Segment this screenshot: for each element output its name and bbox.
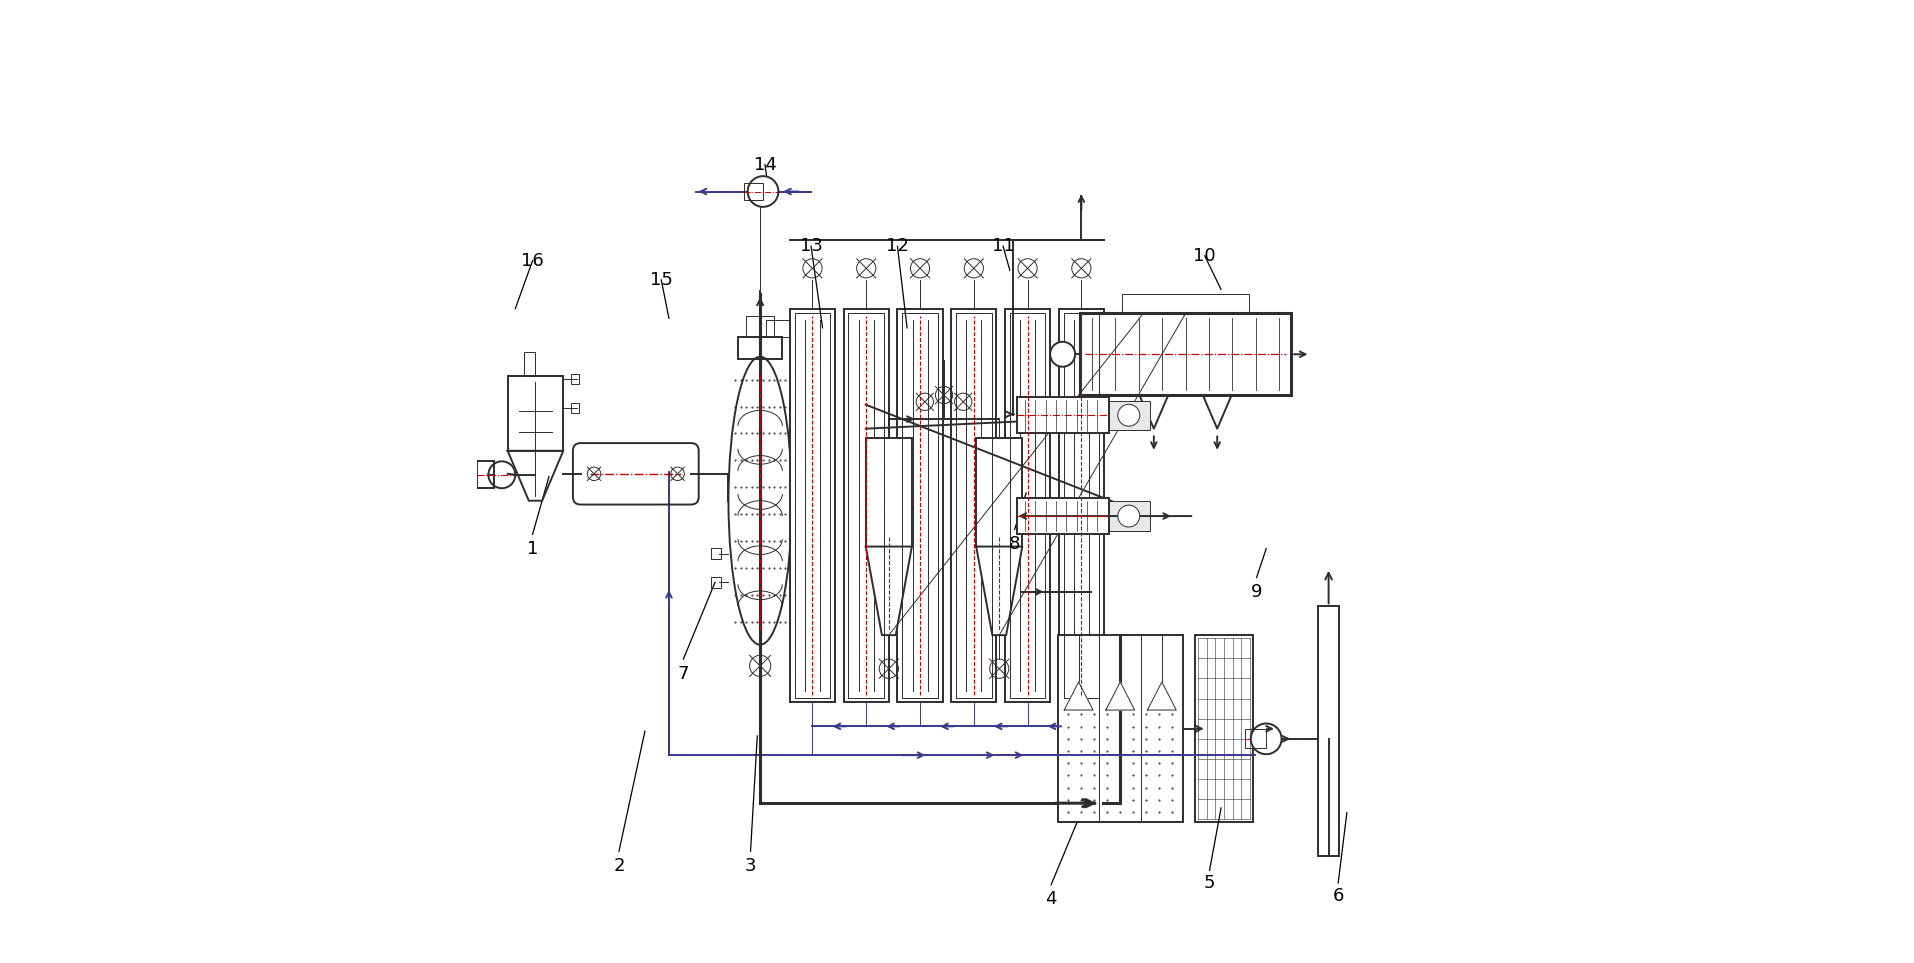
Text: 13: 13 (800, 237, 823, 255)
Circle shape (1051, 342, 1076, 367)
Text: 11: 11 (991, 237, 1014, 255)
Bar (1108, 401, 1150, 429)
Bar (1108, 502, 1150, 531)
Circle shape (748, 176, 779, 207)
Bar (745, 183, 764, 200)
Bar (712, 548, 722, 560)
Bar (1005, 309, 1051, 702)
Text: 8: 8 (1009, 534, 1020, 553)
Text: 5: 5 (1204, 873, 1215, 892)
Bar (955, 314, 991, 697)
Bar (1058, 636, 1183, 822)
Bar (570, 403, 578, 413)
Bar (844, 309, 888, 702)
Text: 7: 7 (678, 664, 689, 683)
Bar (570, 375, 578, 384)
Bar (976, 438, 1022, 547)
Bar (865, 438, 911, 547)
Text: 14: 14 (754, 156, 777, 173)
Bar (901, 314, 938, 697)
Bar (951, 309, 997, 702)
Bar (1064, 314, 1099, 697)
Circle shape (1252, 723, 1282, 754)
Text: 15: 15 (651, 271, 672, 289)
Text: 2: 2 (612, 857, 624, 874)
Text: 6: 6 (1332, 887, 1344, 905)
Bar (1246, 729, 1267, 748)
Bar (1018, 498, 1108, 534)
Circle shape (1118, 404, 1139, 427)
Text: 12: 12 (886, 237, 909, 255)
Polygon shape (1106, 682, 1135, 710)
Bar (794, 314, 831, 697)
Bar (507, 376, 563, 451)
Bar (746, 316, 773, 337)
Bar (1058, 309, 1104, 702)
Bar (790, 309, 835, 702)
Text: 16: 16 (521, 251, 544, 270)
Text: 1: 1 (526, 539, 538, 558)
Text: 4: 4 (1045, 890, 1057, 908)
Text: 10: 10 (1194, 247, 1215, 265)
Bar (477, 461, 494, 488)
Bar (712, 577, 722, 588)
Bar (848, 314, 884, 697)
Bar (1011, 314, 1045, 697)
Polygon shape (1064, 682, 1093, 710)
Polygon shape (976, 547, 1022, 636)
Polygon shape (865, 547, 911, 636)
Bar (1122, 295, 1250, 314)
Bar (1018, 397, 1108, 433)
Bar (739, 337, 783, 358)
Ellipse shape (729, 356, 792, 645)
Bar (1319, 607, 1340, 856)
Bar (524, 351, 536, 376)
Polygon shape (1148, 682, 1177, 710)
Text: 9: 9 (1252, 583, 1263, 601)
Bar (1079, 314, 1292, 395)
Bar (1194, 636, 1254, 822)
Circle shape (1118, 506, 1139, 527)
Text: 3: 3 (745, 857, 756, 874)
Bar (766, 320, 798, 337)
Polygon shape (507, 451, 563, 501)
Bar (898, 309, 942, 702)
